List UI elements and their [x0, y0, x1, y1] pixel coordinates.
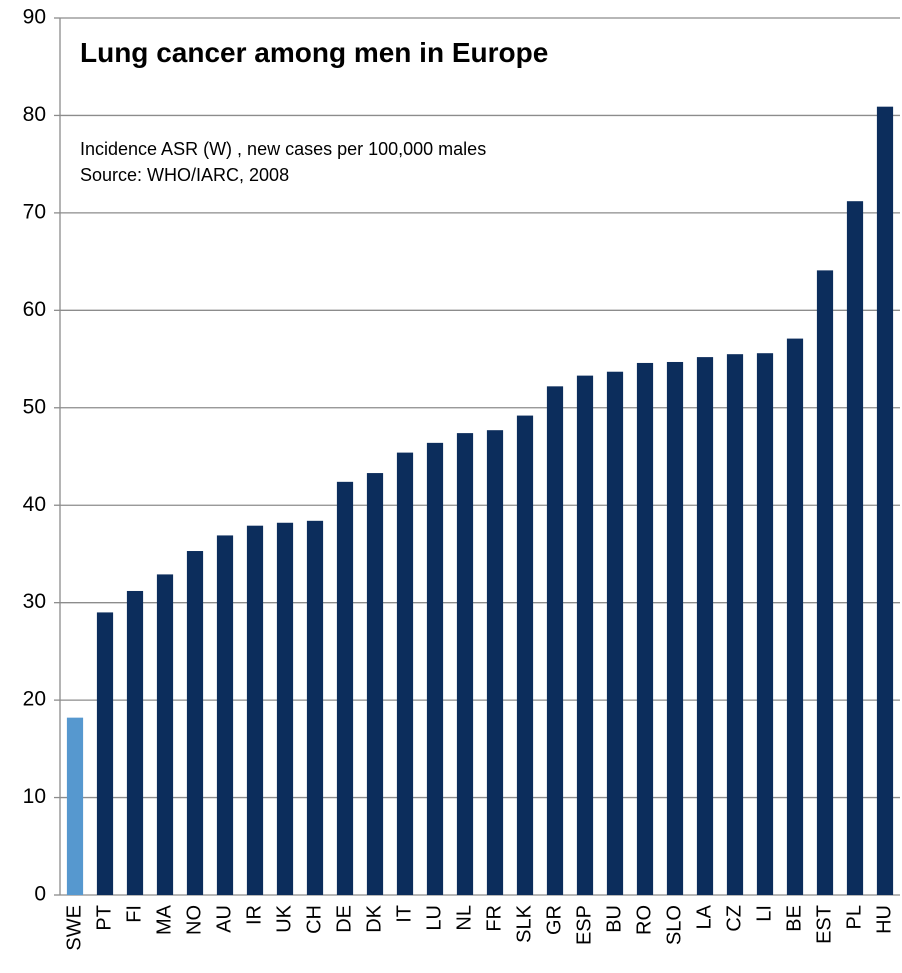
bar: [306, 520, 324, 895]
x-tick-label: EST: [813, 905, 835, 944]
x-tick-label: LA: [693, 904, 715, 929]
y-tick-label: 40: [23, 493, 46, 516]
bar: [816, 270, 834, 895]
bar: [786, 338, 804, 895]
x-tick-label: FI: [123, 905, 145, 923]
bar: [246, 525, 264, 895]
bar: [696, 357, 714, 895]
x-tick-label: ESP: [573, 905, 595, 945]
x-tick-label: AU: [213, 905, 235, 933]
x-tick-label: DK: [363, 904, 385, 932]
bar: [66, 717, 84, 895]
x-tick-label: LU: [423, 905, 445, 931]
bar: [126, 590, 144, 895]
x-tick-label: IT: [393, 905, 415, 923]
bar: [456, 433, 474, 895]
y-tick-label: 50: [23, 395, 46, 418]
bar: [426, 442, 444, 895]
x-tick-label: GR: [543, 905, 565, 935]
chart-title: Lung cancer among men in Europe: [80, 37, 548, 68]
y-tick-label: 70: [23, 200, 46, 223]
x-tick-label: LI: [753, 905, 775, 922]
bar: [606, 371, 624, 895]
y-tick-label: 20: [23, 688, 46, 711]
bar: [276, 522, 294, 895]
bar: [96, 612, 114, 895]
bar: [726, 354, 744, 895]
x-tick-label: UK: [273, 904, 295, 932]
bar: [576, 375, 594, 896]
bar: [516, 415, 534, 895]
bar: [336, 481, 354, 895]
bar: [366, 473, 384, 895]
x-tick-label: NL: [453, 905, 475, 931]
y-tick-label: 60: [23, 298, 46, 321]
x-tick-label: CH: [303, 905, 325, 934]
y-tick-label: 80: [23, 103, 46, 126]
x-tick-label: SLO: [663, 905, 685, 945]
bar: [876, 106, 894, 896]
bar: [396, 452, 414, 895]
y-tick-label: 90: [23, 6, 46, 29]
subtitle: Source: WHO/IARC, 2008: [80, 165, 289, 185]
x-tick-label: FR: [483, 905, 505, 932]
bar: [186, 551, 204, 895]
x-tick-label: RO: [633, 905, 655, 935]
y-tick-label: 0: [34, 883, 46, 906]
x-tick-label: BU: [603, 905, 625, 933]
bar: [156, 574, 174, 895]
x-tick-label: SWE: [63, 905, 85, 951]
bar: [636, 362, 654, 895]
y-tick-label: 10: [23, 785, 46, 808]
x-tick-label: SLK: [513, 904, 535, 942]
x-tick-label: BE: [783, 905, 805, 932]
bar: [216, 535, 234, 895]
x-tick-label: DE: [333, 905, 355, 933]
bar: [846, 201, 864, 895]
x-tick-label: IR: [243, 905, 265, 925]
bar: [486, 430, 504, 895]
x-tick-label: NO: [183, 905, 205, 935]
bar: [756, 353, 774, 896]
x-tick-label: PL: [843, 905, 865, 929]
x-tick-label: MA: [153, 904, 175, 935]
subtitle: Incidence ASR (W) , new cases per 100,00…: [80, 139, 486, 159]
y-tick-label: 30: [23, 590, 46, 613]
bar: [546, 386, 564, 895]
x-tick-label: PT: [93, 905, 115, 931]
x-tick-label: CZ: [723, 905, 745, 932]
x-tick-label: HU: [873, 905, 895, 934]
bar: [666, 361, 684, 895]
